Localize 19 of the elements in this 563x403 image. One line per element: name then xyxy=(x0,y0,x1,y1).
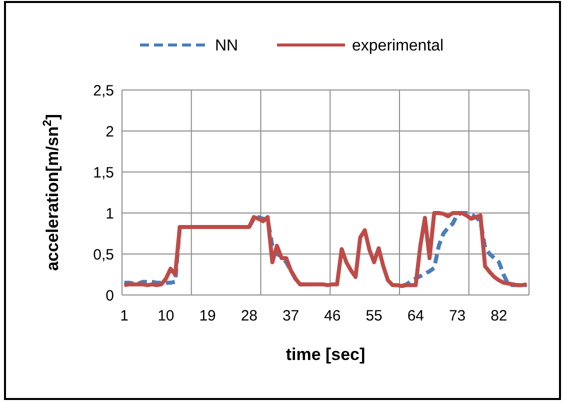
y-tick-label: 1 xyxy=(106,205,114,222)
x-tick-label: 46 xyxy=(324,307,341,324)
x-tick-label: 73 xyxy=(448,307,466,324)
y-tick-label: 1,5 xyxy=(93,164,114,182)
x-tick-label: 55 xyxy=(366,307,382,324)
y-tick-label: 0,5 xyxy=(93,246,114,264)
y-tick-label: 2,5 xyxy=(93,82,114,100)
x-tick-label: 10 xyxy=(158,307,174,324)
x-axis-title: time [sec] xyxy=(286,345,366,364)
legend-label: experimental xyxy=(352,38,444,55)
x-tick-label: 37 xyxy=(282,307,300,324)
legend-label: NN xyxy=(215,38,238,55)
y-tick-label: 0 xyxy=(106,287,114,304)
y-tick-label: 2 xyxy=(106,123,114,140)
x-tick-label: 28 xyxy=(240,307,258,324)
x-tick-label: 1 xyxy=(120,307,128,324)
x-tick-label: 19 xyxy=(199,307,216,324)
x-tick-label: 82 xyxy=(490,307,508,324)
x-tick-label: 64 xyxy=(407,307,424,324)
